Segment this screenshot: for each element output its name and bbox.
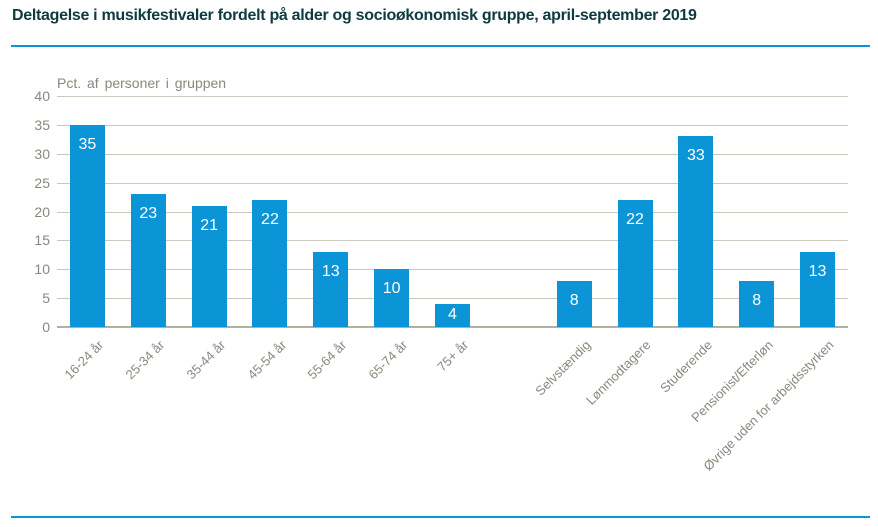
bar-value-label: 4 [448, 306, 457, 324]
x-tick-label: 75+ år [434, 337, 472, 375]
gridline [57, 212, 848, 213]
bar [617, 199, 653, 327]
bar-value-label: 13 [321, 262, 340, 280]
y-tick-label: 40 [34, 88, 50, 104]
x-tick-label: 35-44 år [183, 337, 229, 383]
title-divider-line [11, 45, 870, 47]
x-axis-line [57, 326, 848, 328]
x-tick-label: 25-34 år [122, 337, 168, 383]
bar [130, 194, 166, 327]
bar [739, 280, 775, 327]
y-axis-title: Pct. af personer i gruppen [57, 75, 227, 91]
bar [556, 280, 592, 327]
gridline [57, 154, 848, 155]
y-tick-label: 25 [34, 174, 50, 191]
bar [678, 136, 714, 327]
x-tick-label: 16-24 år [61, 337, 107, 383]
bar-value-label: 33 [686, 147, 705, 165]
gridline [57, 96, 848, 97]
y-tick-label: 35 [34, 116, 50, 133]
y-tick-label: 10 [34, 261, 50, 278]
x-tick-label: 45-54 år [244, 337, 289, 383]
bar [800, 251, 836, 327]
bar-value-label: 10 [382, 280, 401, 298]
bar-value-label: 35 [78, 135, 97, 153]
gridline [57, 125, 848, 126]
x-tick-label: Selvstændig [531, 337, 594, 399]
bar [313, 251, 349, 327]
y-tick-label: 0 [42, 319, 50, 335]
footer-divider-line [11, 516, 870, 518]
bar [374, 269, 410, 327]
x-tick-label: 65-74 år [365, 337, 411, 383]
y-tick-label: 30 [34, 145, 50, 162]
bar-value-label: 22 [626, 210, 644, 228]
gridline [57, 183, 848, 184]
bar-value-label: 8 [569, 291, 579, 309]
gridline [57, 240, 848, 241]
bar [435, 303, 470, 327]
y-tick-label: 15 [34, 232, 50, 249]
bar-value-label: 8 [752, 291, 762, 309]
bar [191, 205, 227, 327]
bar-value-label: 23 [139, 205, 158, 223]
x-tick-label: Studerende [656, 337, 715, 396]
page-title: Deltagelse i musikfestivaler fordelt på … [12, 7, 697, 24]
bar [69, 124, 105, 327]
gridline [57, 269, 848, 270]
y-tick-label: 20 [34, 203, 50, 220]
bar-value-label: 13 [808, 262, 827, 280]
x-tick-label: 55-64 år [304, 337, 350, 383]
bar-value-label: 21 [200, 216, 218, 234]
x-tick-label: Lønmodtagere [583, 337, 654, 408]
bar [252, 199, 288, 327]
bar-value-label: 22 [261, 210, 279, 228]
gridline [57, 298, 848, 299]
x-tick-label: Øvrige uden for arbejdsstyrken [700, 337, 837, 474]
y-tick-label: 5 [42, 290, 50, 307]
